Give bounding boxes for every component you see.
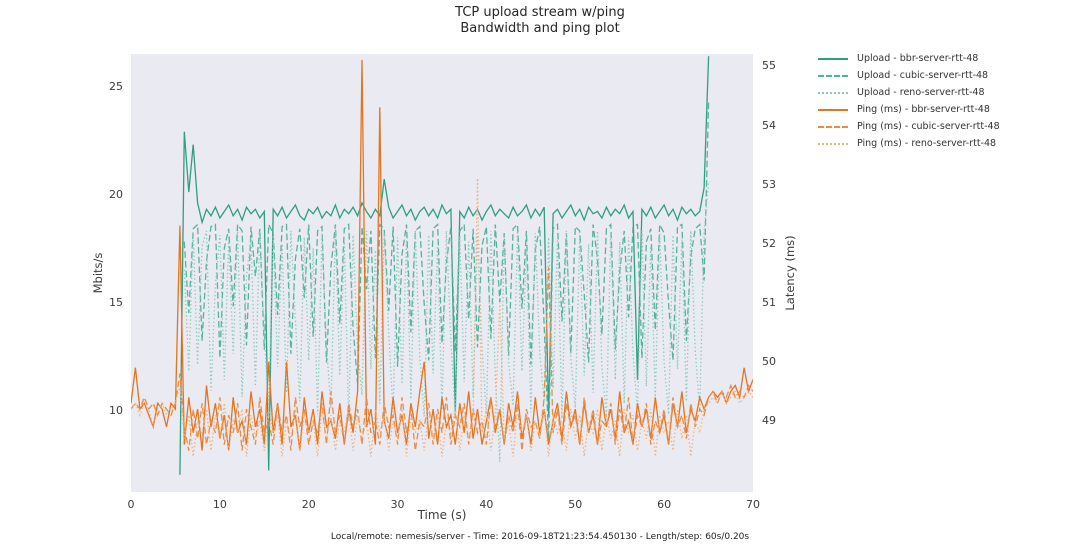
legend: Upload - bbr-server-rtt-48 Upload - cubic… bbox=[818, 50, 1000, 152]
x-tick-label: 50 bbox=[568, 498, 583, 511]
plot-canvas bbox=[131, 56, 753, 475]
legend-label: Upload - bbr-server-rtt-48 bbox=[857, 53, 979, 64]
legend-line-sample-ping-reno bbox=[818, 142, 848, 145]
series-line-ping-bbr bbox=[131, 59, 753, 451]
series-line-upload-cubic bbox=[183, 101, 710, 441]
right-tick-label: 53 bbox=[762, 177, 776, 191]
legend-item-upload-bbr: Upload - bbr-server-rtt-48 bbox=[818, 50, 1000, 67]
x-tick-label: 10 bbox=[212, 498, 227, 511]
legend-line-sample-ping-cubic bbox=[818, 125, 848, 128]
left-tick-label: 10 bbox=[109, 403, 123, 417]
legend-label: Ping (ms) - cubic-server-rtt-48 bbox=[857, 121, 1000, 132]
legend-line-sample-ping-bbr bbox=[818, 108, 848, 111]
x-tick-label: 60 bbox=[657, 498, 672, 511]
chart-subtitle: Bandwidth and ping plot bbox=[460, 21, 620, 36]
legend-line-sample-upload-reno bbox=[818, 91, 848, 94]
x-tick-label: 70 bbox=[746, 498, 760, 511]
right-tick-label: 54 bbox=[762, 118, 776, 132]
right-tick-label: 50 bbox=[762, 355, 776, 369]
legend-line-sample-upload-bbr bbox=[818, 57, 848, 60]
legend-item-ping-cubic: Ping (ms) - cubic-server-rtt-48 bbox=[818, 118, 1000, 135]
left-tick-label: 20 bbox=[109, 187, 123, 201]
chart-title: TCP upload stream w/ping bbox=[455, 5, 625, 20]
x-tick-label: 20 bbox=[301, 498, 316, 511]
x-axis-label: Time (s) bbox=[417, 508, 467, 522]
figure-caption: Local/remote: nemesis/server - Time: 201… bbox=[330, 532, 750, 542]
legend-label: Ping (ms) - bbr-server-rtt-48 bbox=[857, 104, 990, 115]
right-tick-label: 52 bbox=[762, 236, 776, 250]
x-tick-label: 40 bbox=[479, 498, 494, 511]
series-line-upload-reno bbox=[183, 181, 710, 462]
right-tick-label: 49 bbox=[762, 414, 776, 428]
legend-label: Ping (ms) - reno-server-rtt-48 bbox=[857, 138, 997, 149]
left-axis-label: Mbits/s bbox=[91, 252, 105, 294]
series-line-ping-cubic bbox=[131, 267, 753, 451]
legend-item-upload-reno: Upload - reno-server-rtt-48 bbox=[818, 84, 1000, 101]
legend-line-sample-upload-cubic bbox=[818, 74, 848, 77]
plot-area bbox=[131, 54, 753, 492]
legend-item-ping-bbr: Ping (ms) - bbr-server-rtt-48 bbox=[818, 101, 1000, 118]
right-tick-label: 51 bbox=[762, 296, 776, 310]
legend-item-upload-cubic: Upload - cubic-server-rtt-48 bbox=[818, 67, 1000, 84]
left-tick-label: 25 bbox=[109, 79, 123, 93]
left-tick-label: 15 bbox=[109, 295, 123, 309]
legend-item-ping-reno: Ping (ms) - reno-server-rtt-48 bbox=[818, 135, 1000, 152]
right-tick-label: 55 bbox=[762, 59, 776, 73]
legend-label: Upload - cubic-server-rtt-48 bbox=[857, 70, 989, 81]
x-tick-label: 30 bbox=[390, 498, 405, 511]
series-line-ping-reno bbox=[131, 178, 753, 457]
legend-label: Upload - reno-server-rtt-48 bbox=[857, 87, 985, 98]
series-line-upload-bbr bbox=[179, 56, 710, 475]
x-tick-label: 0 bbox=[127, 498, 135, 511]
